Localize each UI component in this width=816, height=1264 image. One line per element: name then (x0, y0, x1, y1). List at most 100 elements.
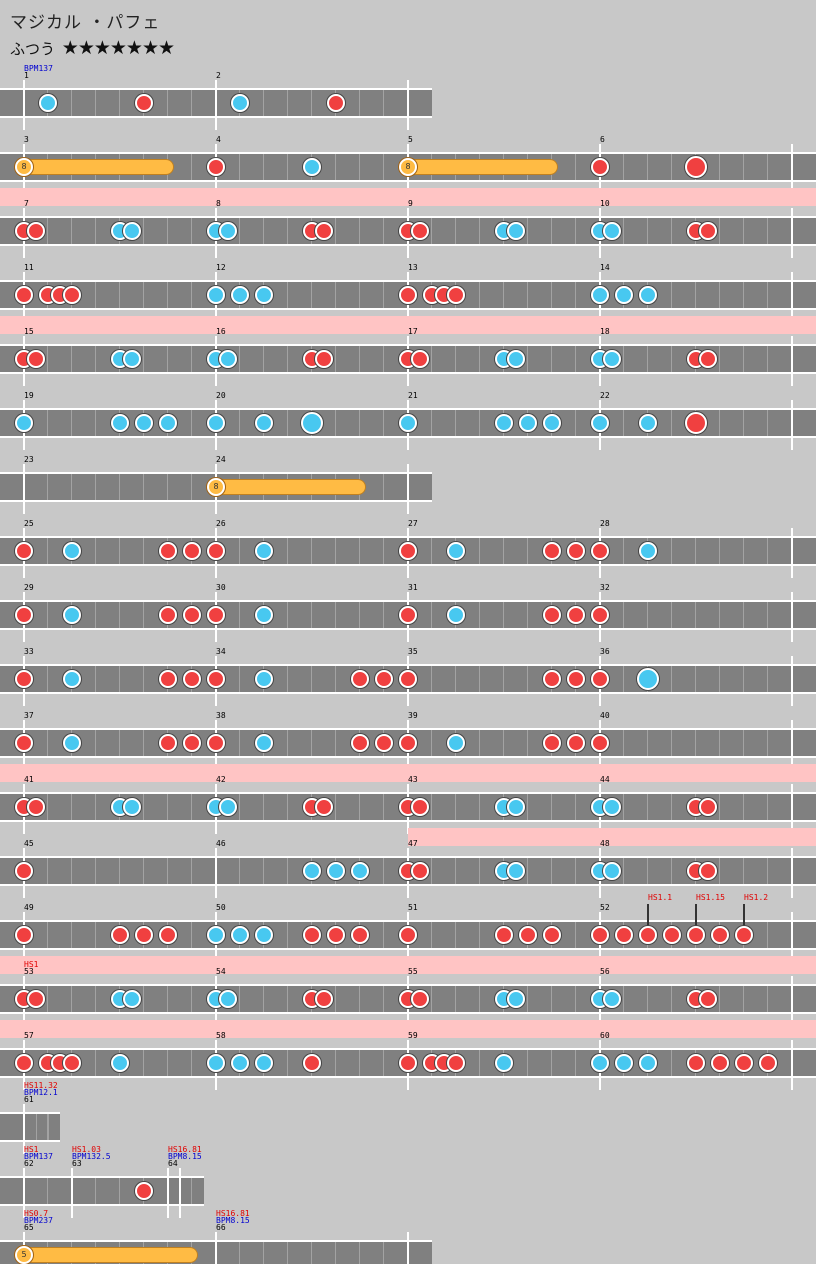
measure-number: 2 (216, 71, 221, 80)
chart-row: 29 30 31 32 (0, 572, 816, 642)
beat-line (119, 602, 120, 628)
beat-line (767, 410, 768, 436)
don-note (15, 670, 33, 688)
beat-line (287, 602, 288, 628)
beat-line (575, 154, 576, 180)
measure-barline (791, 720, 793, 770)
beat-line (311, 730, 312, 756)
beat-line (71, 858, 72, 884)
beat-line (95, 730, 96, 756)
beat-line (479, 538, 480, 564)
beat-line (335, 986, 336, 1012)
measure-number: 61 (24, 1095, 34, 1104)
chart-row: 65 66 HS0.7 BPM237 HS16.81 BPM8.15 5 (0, 1210, 432, 1264)
scroll-speed-label: HS16.81 (168, 1145, 202, 1154)
beat-line (95, 410, 96, 436)
beat-line (479, 1050, 480, 1076)
measure-number: 62 (24, 1159, 34, 1168)
beat-line (431, 346, 432, 372)
don-note (411, 222, 429, 240)
gogo-highlight (0, 956, 816, 974)
beat-line (263, 986, 264, 1012)
chart-row: 49 50 51 52 HS1.1 HS1.15 HS1.2 (0, 892, 816, 962)
chart-row: 7 8 9 10 (0, 188, 816, 258)
ka-note (135, 414, 153, 432)
don-note (591, 606, 609, 624)
beat-line (455, 922, 456, 948)
don-note (183, 606, 201, 624)
beat-line (287, 410, 288, 436)
chart-row: 15 16 17 18 (0, 316, 816, 386)
ka-note (603, 798, 621, 816)
beat-line (95, 858, 96, 884)
beat-line (695, 666, 696, 692)
beat-line (191, 858, 192, 884)
beat-line (311, 666, 312, 692)
beat-line (527, 858, 528, 884)
beat-line (383, 922, 384, 948)
chart-row: 1 2 BPM137 (0, 60, 432, 130)
ka-note (123, 222, 141, 240)
beat-line (479, 602, 480, 628)
don-note (699, 798, 717, 816)
measure-barline (23, 1168, 25, 1218)
beat-line (383, 90, 384, 116)
ka-note (519, 414, 537, 432)
beat-line (431, 986, 432, 1012)
don-note (159, 542, 177, 560)
note-lane (0, 1168, 204, 1218)
don-note (315, 798, 333, 816)
beat-line (239, 218, 240, 244)
measure-barline (791, 528, 793, 578)
beat-line (503, 730, 504, 756)
measure-barline (791, 784, 793, 834)
beat-line (143, 346, 144, 372)
measure-number: 6 (600, 135, 605, 144)
beat-line (167, 90, 168, 116)
beat-line (143, 666, 144, 692)
beat-line (551, 1050, 552, 1076)
beat-line (671, 282, 672, 308)
beat-line (191, 1178, 192, 1204)
don-note (699, 222, 717, 240)
beat-line (119, 666, 120, 692)
beat-line (239, 794, 240, 820)
beat-line (647, 602, 648, 628)
beat-line (479, 922, 480, 948)
beat-line (263, 154, 264, 180)
ka-note (159, 414, 177, 432)
beat-line (383, 538, 384, 564)
don-note (543, 542, 561, 560)
beat-line (671, 986, 672, 1012)
beat-line (767, 154, 768, 180)
beat-line (191, 346, 192, 372)
measure-number: 57 (24, 1031, 34, 1040)
don-note (27, 222, 45, 240)
beat-line (647, 858, 648, 884)
measure-number: 52 (600, 903, 610, 912)
scroll-speed-label: HS1.15 (696, 893, 725, 902)
beat-line (95, 218, 96, 244)
measure-barline (167, 1168, 169, 1218)
beat-line (527, 218, 528, 244)
beat-line (503, 282, 504, 308)
beat-line (143, 730, 144, 756)
measure-number: 45 (24, 839, 34, 848)
beat-line (383, 410, 384, 436)
measure-barline (23, 1104, 25, 1154)
don-note (567, 542, 585, 560)
drumroll-head: 8 (399, 158, 417, 176)
beat-line (479, 986, 480, 1012)
don-note (135, 1182, 153, 1200)
measure-number: 30 (216, 583, 226, 592)
beat-line (767, 922, 768, 948)
ka-note (639, 542, 657, 560)
beat-line (95, 538, 96, 564)
beat-line (191, 474, 192, 500)
beat-line (263, 90, 264, 116)
ka-note (591, 414, 609, 432)
measure-number: 14 (600, 263, 610, 272)
measure-barline (407, 80, 409, 130)
beat-line (311, 602, 312, 628)
measure-barline (791, 144, 793, 194)
